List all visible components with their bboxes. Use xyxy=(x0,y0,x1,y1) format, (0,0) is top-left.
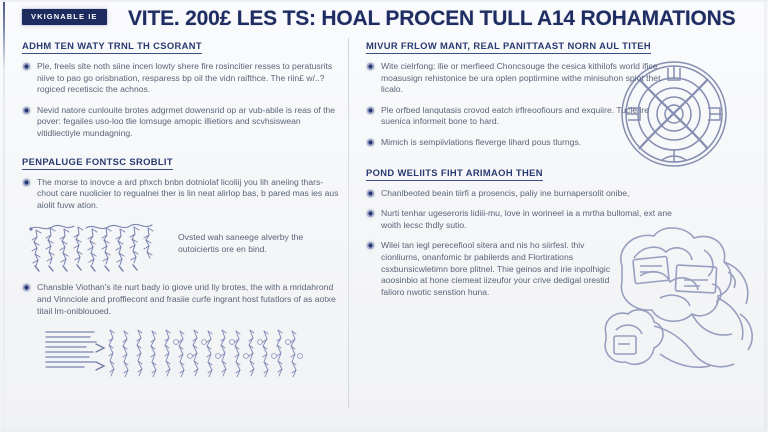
section-heading: PENPALUGE FONTSC SROBLIT xyxy=(22,156,173,170)
list-item: Chansble Viothan's ite nurt bady io giov… xyxy=(22,282,342,317)
list-item-text: Mimich is sempiivlations fleverge lihard… xyxy=(381,136,582,147)
frame-top-edge xyxy=(0,0,768,2)
list-item: Chanlbeoted beain tiirfi a prosencis, pa… xyxy=(366,188,676,200)
strand-array-diagram xyxy=(44,326,342,388)
list-item-text: Wite cielrfong: llie or merfieed Choncso… xyxy=(381,61,661,95)
list-item: Mimich is sempiivlations fleverge lihard… xyxy=(366,137,676,149)
list-item: Wite cielrfong: llie or merfieed Choncso… xyxy=(366,61,676,96)
left-section-two: PENPALUGE FONTSC SROBLIT The morse to in… xyxy=(22,152,342,389)
list-item: Nurti tenhar ugeseroris lidiii-mu, love … xyxy=(366,208,676,231)
bullet-list: The morse to inovce a ard phxch bnbn dot… xyxy=(22,177,342,212)
right-section-one: MIVUR FRLOW MANT, REAL PANITTAAST NORN A… xyxy=(366,36,676,149)
list-item-text: Chanlbeoted beain tiirfi a prosencis, pa… xyxy=(381,187,630,198)
polymer-strand-diagram: Ovsted wah saneege alverby the outoicier… xyxy=(28,220,342,278)
frame-bottom-edge xyxy=(0,429,768,432)
column-divider xyxy=(348,38,349,408)
bullet-list: Chanlbeoted beain tiirfi a prosencis, pa… xyxy=(366,188,676,299)
list-item-text: Ple, freels slte noth siine incen lowty … xyxy=(37,61,333,95)
page-title: VITE. 200£ LES TS: HOAL PROCEN TULL A14 … xyxy=(128,7,736,30)
bullet-dot-icon xyxy=(23,63,30,70)
right-section-two: POND WELIITS FIHT ARIMAOH THEN Chanlbeot… xyxy=(366,163,676,299)
right-column: MIVUR FRLOW MANT, REAL PANITTAAST NORN A… xyxy=(366,36,676,310)
section-heading: ADHM TEN WATY TRNL TH CSORANT xyxy=(22,40,202,54)
list-item-text: Ple orfbed lanqutasis crovod eatch irflr… xyxy=(381,104,649,127)
bullet-dot-icon xyxy=(367,189,374,197)
left-column: ADHM TEN WATY TRNL TH CSORANT Ple, freel… xyxy=(22,36,342,396)
poster-header: VKIGNABLE IE VITE. 200£ LES TS: HOAL PRO… xyxy=(0,6,768,32)
bullet-list-after-figure: Chansble Viothan's ite nurt bady io giov… xyxy=(22,282,342,317)
list-item: Ple orfbed lanqutasis crovod eatch irflr… xyxy=(366,105,676,128)
section-heading: MIVUR FRLOW MANT, REAL PANITTAAST NORN A… xyxy=(366,40,652,54)
left-section-one: ADHM TEN WATY TRNL TH CSORANT Ple, freel… xyxy=(22,36,342,140)
bullet-dot-icon xyxy=(367,210,374,218)
list-item-text: The morse to inovce a ard phxch bnbn dot… xyxy=(37,176,339,210)
organic-network-diagram xyxy=(600,214,768,382)
bullet-list: Ple, freels slte noth siine incen lowty … xyxy=(22,61,342,140)
bullet-dot-icon xyxy=(367,138,374,146)
list-item: Wilei tan iegl perecefiool sitera and ni… xyxy=(366,240,621,298)
list-item: Ple, freels slte noth siine incen lowty … xyxy=(22,61,342,96)
frame-right-edge xyxy=(764,0,767,432)
bullet-dot-icon xyxy=(23,178,30,186)
bullet-list: Wite cielrfong: llie or merfieed Choncso… xyxy=(366,61,676,149)
status-badge: VKIGNABLE IE xyxy=(22,9,107,25)
bullet-dot-icon xyxy=(367,242,374,250)
list-item-text: Nevid natore cunlouite brotes adgrmet do… xyxy=(37,104,336,138)
frame-left-edge xyxy=(3,0,5,432)
list-item-text: Chansble Viothan's ite nurt bady io giov… xyxy=(37,282,336,316)
list-item-text: Nurti tenhar ugeseroris lidiii-mu, love … xyxy=(381,208,672,230)
concentric-wheel-diagram xyxy=(612,54,742,176)
figure-caption: Ovsted wah saneege alverby the outoicier… xyxy=(178,232,304,254)
list-item: The morse to inovce a ard phxch bnbn dot… xyxy=(22,177,342,212)
bullet-dot-icon xyxy=(367,63,374,70)
section-heading: POND WELIITS FIHT ARIMAOH THEN xyxy=(366,167,543,181)
bullet-dot-icon xyxy=(23,284,30,292)
bullet-dot-icon xyxy=(367,106,374,114)
list-item-text: Wilei tan iegl perecefiool sitera and ni… xyxy=(381,240,611,297)
list-item: Nevid natore cunlouite brotes adgrmet do… xyxy=(22,105,342,140)
bullet-dot-icon xyxy=(23,106,30,114)
